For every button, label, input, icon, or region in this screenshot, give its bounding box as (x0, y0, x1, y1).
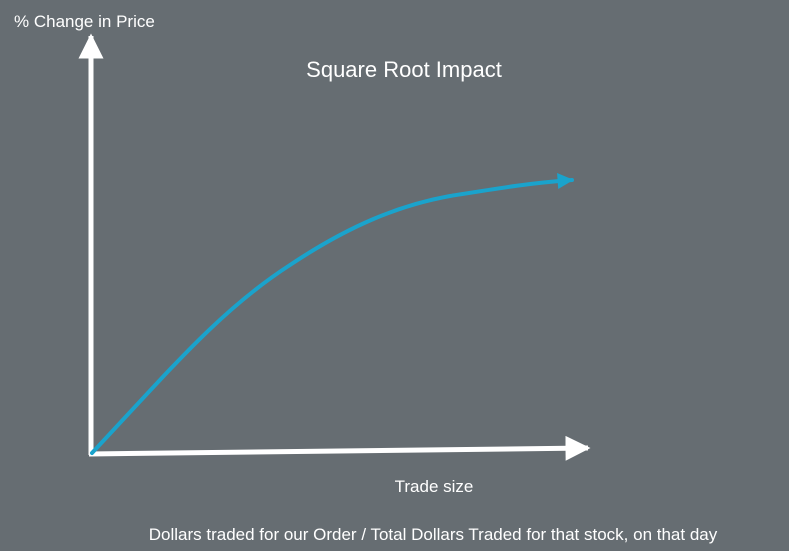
square-root-curve (90, 173, 574, 455)
y-axis-label: % Change in Price (14, 12, 155, 31)
x-axis-label: Trade size (395, 477, 474, 496)
x-axis (88, 435, 591, 461)
diagram-title: Square Root Impact (306, 57, 502, 82)
x-axis-footnote: Dollars traded for our Order / Total Dol… (149, 525, 718, 544)
